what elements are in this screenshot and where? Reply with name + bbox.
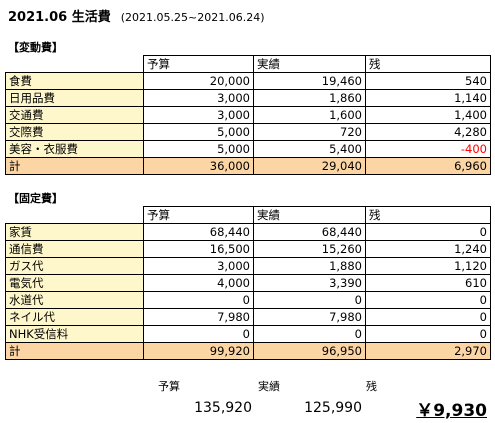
- table-row: 水道代 0 0 0: [5, 291, 491, 309]
- budget-cell: 3,000: [143, 106, 254, 124]
- row-label: 日用品費: [5, 89, 144, 107]
- total-actual: 29,040: [253, 157, 366, 175]
- row-label: ガス代: [5, 257, 144, 275]
- budget-cell: 5,000: [143, 123, 254, 141]
- row-label: 交際費: [5, 123, 144, 141]
- row-label: 美容・衣服費: [5, 140, 144, 158]
- remain-cell: 0: [365, 223, 491, 241]
- table-row: 家賃 68,440 68,440 0: [5, 223, 491, 241]
- budget-cell: 0: [143, 291, 254, 309]
- header-budget: 予算: [143, 206, 254, 224]
- total-label: 計: [5, 342, 144, 360]
- actual-cell: 1,860: [253, 89, 366, 107]
- summary-budget-value: 135,920: [194, 400, 252, 416]
- remain-cell: 1,140: [365, 89, 491, 107]
- header-row: 予算 実績 残: [5, 55, 491, 73]
- title-text: 2021.06 生活費: [8, 10, 111, 25]
- header-actual: 実績: [253, 206, 366, 224]
- actual-cell: 720: [253, 123, 366, 141]
- remain-cell: 0: [365, 308, 491, 326]
- summary-budget-label: 予算: [158, 380, 180, 393]
- variable-table: 予算 実績 残 食費 20,000 19,460 540 日用品費 3,000 …: [5, 55, 491, 175]
- blank-cell: [5, 55, 144, 73]
- remain-cell: 0: [365, 291, 491, 309]
- total-label: 計: [5, 157, 144, 175]
- total-budget: 99,920: [143, 342, 254, 360]
- header-budget: 予算: [143, 55, 254, 73]
- blank-cell: [5, 206, 144, 224]
- budget-cell: 4,000: [143, 274, 254, 292]
- actual-cell: 15,260: [253, 240, 366, 258]
- total-row: 計 99,920 96,950 2,970: [5, 342, 491, 360]
- actual-cell: 0: [253, 325, 366, 343]
- table-row: 通信費 16,500 15,260 1,240: [5, 240, 491, 258]
- budget-cell: 16,500: [143, 240, 254, 258]
- budget-cell: 3,000: [143, 257, 254, 275]
- header-row: 予算 実績 残: [5, 206, 491, 224]
- actual-cell: 3,390: [253, 274, 366, 292]
- total-remain: 2,970: [365, 342, 491, 360]
- actual-cell: 5,400: [253, 140, 366, 158]
- fixed-heading: 【固定費】: [8, 192, 63, 205]
- date-range: (2021.05.25~2021.06.24): [120, 11, 265, 24]
- actual-cell: 1,600: [253, 106, 366, 124]
- header-remain: 残: [365, 55, 491, 73]
- table-row: 美容・衣服費 5,000 5,400 -400: [5, 140, 491, 158]
- total-actual: 96,950: [253, 342, 366, 360]
- budget-cell: 5,000: [143, 140, 254, 158]
- row-label: 家賃: [5, 223, 144, 241]
- row-label: 交通費: [5, 106, 144, 124]
- row-label: NHK受信料: [5, 325, 144, 343]
- budget-cell: 3,000: [143, 89, 254, 107]
- budget-cell: 68,440: [143, 223, 254, 241]
- table-row: 電気代 4,000 3,390 610: [5, 274, 491, 292]
- summary-actual-value: 125,990: [304, 400, 362, 416]
- remain-cell: 4,280: [365, 123, 491, 141]
- variable-heading: 【変動費】: [8, 41, 63, 54]
- summary-balance: ￥9,930: [416, 401, 487, 421]
- row-label: ネイル代: [5, 308, 144, 326]
- table-row: ガス代 3,000 1,880 1,120: [5, 257, 491, 275]
- actual-cell: 7,980: [253, 308, 366, 326]
- table-row: 交通費 3,000 1,600 1,400: [5, 106, 491, 124]
- summary-remain-label: 残: [366, 380, 377, 393]
- budget-cell: 20,000: [143, 72, 254, 90]
- row-label: 通信費: [5, 240, 144, 258]
- budget-cell: 0: [143, 325, 254, 343]
- remain-cell: 540: [365, 72, 491, 90]
- table-row: 日用品費 3,000 1,860 1,140: [5, 89, 491, 107]
- row-label: 水道代: [5, 291, 144, 309]
- table-row: 交際費 5,000 720 4,280: [5, 123, 491, 141]
- remain-cell: 0: [365, 325, 491, 343]
- remain-cell: 1,400: [365, 106, 491, 124]
- table-row: NHK受信料 0 0 0: [5, 325, 491, 343]
- total-row: 計 36,000 29,040 6,960: [5, 157, 491, 175]
- remain-cell: 1,240: [365, 240, 491, 258]
- fixed-table: 予算 実績 残 家賃 68,440 68,440 0 通信費 16,500 15…: [5, 206, 491, 360]
- actual-cell: 68,440: [253, 223, 366, 241]
- table-row: 食費 20,000 19,460 540: [5, 72, 491, 90]
- row-label: 電気代: [5, 274, 144, 292]
- row-label: 食費: [5, 72, 144, 90]
- remain-cell-negative: -400: [365, 140, 491, 158]
- header-remain: 残: [365, 206, 491, 224]
- total-remain: 6,960: [365, 157, 491, 175]
- page-title: 2021.06 生活費 (2021.05.25~2021.06.24): [8, 6, 265, 25]
- actual-cell: 1,880: [253, 257, 366, 275]
- actual-cell: 0: [253, 291, 366, 309]
- budget-cell: 7,980: [143, 308, 254, 326]
- actual-cell: 19,460: [253, 72, 366, 90]
- table-row: ネイル代 7,980 7,980 0: [5, 308, 491, 326]
- header-actual: 実績: [253, 55, 366, 73]
- remain-cell: 1,120: [365, 257, 491, 275]
- remain-cell: 610: [365, 274, 491, 292]
- summary-actual-label: 実績: [258, 380, 280, 393]
- total-budget: 36,000: [143, 157, 254, 175]
